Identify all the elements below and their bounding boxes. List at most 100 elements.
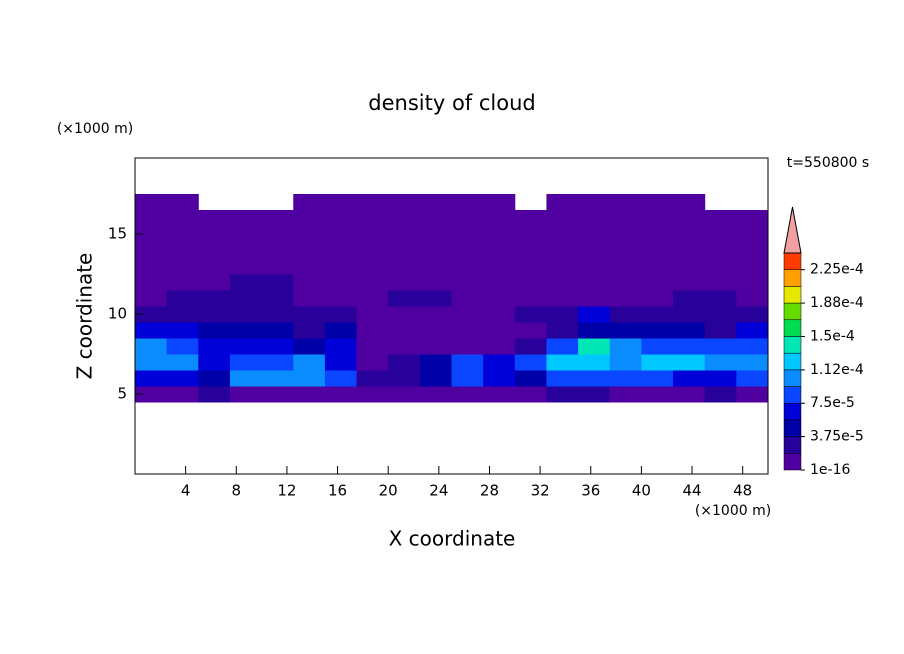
x-tick-label: 32 <box>531 482 550 500</box>
cell <box>736 338 769 355</box>
cell <box>229 290 263 307</box>
cell <box>324 338 358 355</box>
cell <box>198 258 231 275</box>
cell <box>356 386 389 403</box>
cell <box>546 258 579 275</box>
cell <box>166 242 199 259</box>
cell <box>736 386 769 403</box>
cell <box>135 242 168 259</box>
cell <box>673 242 706 259</box>
cell <box>673 306 706 323</box>
cell <box>198 322 231 339</box>
cell <box>356 274 389 291</box>
cell <box>546 290 579 307</box>
cell <box>514 258 547 275</box>
cell <box>736 370 769 387</box>
cell <box>135 386 168 403</box>
cell <box>609 258 642 275</box>
cell <box>641 322 674 339</box>
x-tick-label: 28 <box>480 482 499 500</box>
colorbar-segment <box>783 252 802 270</box>
cell <box>483 322 516 339</box>
cell <box>514 226 547 243</box>
cell <box>578 210 611 227</box>
cell <box>578 258 611 275</box>
colorbar-segment <box>783 453 802 471</box>
cell <box>293 242 326 259</box>
cell <box>546 210 579 227</box>
cell <box>293 306 326 323</box>
cell <box>261 354 294 371</box>
cell <box>261 290 294 307</box>
cell <box>704 370 737 387</box>
cell <box>388 386 421 403</box>
cell <box>419 194 452 211</box>
colorbar-segment <box>783 302 802 321</box>
cell <box>641 290 674 307</box>
cell <box>578 274 611 291</box>
cell <box>229 274 263 291</box>
cell <box>135 322 168 339</box>
x-tick-label: 44 <box>682 482 701 500</box>
colorbar-tick-label: 2.25e-4 <box>810 262 864 278</box>
cell <box>293 258 326 275</box>
colorbar-segment <box>783 386 802 404</box>
cell <box>451 338 484 355</box>
cell <box>578 306 611 323</box>
cell <box>704 306 737 323</box>
x-tick-label: 4 <box>181 482 191 500</box>
cell <box>166 210 199 227</box>
cell <box>356 322 389 339</box>
cell <box>483 226 516 243</box>
y-tick-label: 15 <box>108 225 127 243</box>
cell <box>166 274 199 291</box>
cell <box>514 306 547 323</box>
cell <box>514 242 547 259</box>
cell <box>736 306 769 323</box>
cell <box>483 210 516 227</box>
cell <box>324 306 358 323</box>
cell <box>261 242 294 259</box>
cell <box>135 306 168 323</box>
cell <box>514 274 547 291</box>
cell <box>356 258 389 275</box>
cell <box>419 370 452 387</box>
cell <box>609 290 642 307</box>
cell <box>419 290 452 307</box>
cell <box>704 274 737 291</box>
colorbar-segment <box>783 436 802 454</box>
cell <box>673 338 706 355</box>
cell <box>261 274 294 291</box>
cell <box>293 354 326 371</box>
cell <box>198 210 231 227</box>
colorbar-tick-label: 7.5e-5 <box>810 395 855 411</box>
colorbar-segment <box>783 269 802 287</box>
time-label: t=550800 s <box>787 155 869 171</box>
cell <box>578 338 611 355</box>
cell <box>324 290 358 307</box>
x-tick-label: 8 <box>232 482 242 500</box>
colorbar-tick-label: 3.75e-5 <box>810 429 864 445</box>
cell <box>673 290 706 307</box>
cell <box>293 194 326 211</box>
x-tick-label: 16 <box>328 482 347 500</box>
cell <box>546 242 579 259</box>
cell <box>704 242 737 259</box>
y-axis-label: Z coordinate <box>73 253 97 380</box>
cell <box>609 338 642 355</box>
cell <box>198 354 231 371</box>
cell <box>641 226 674 243</box>
cell <box>166 322 199 339</box>
cell <box>451 354 484 371</box>
colorbar-tick-label: 1.12e-4 <box>810 362 864 378</box>
cell <box>229 354 263 371</box>
cell <box>736 354 769 371</box>
colorbar-tick-label: 1e-16 <box>810 462 850 478</box>
cell <box>578 386 611 403</box>
cell <box>704 354 737 371</box>
cell <box>293 370 326 387</box>
cell <box>641 370 674 387</box>
colorbar-segment <box>783 402 802 421</box>
cell <box>451 274 484 291</box>
cell <box>546 306 579 323</box>
